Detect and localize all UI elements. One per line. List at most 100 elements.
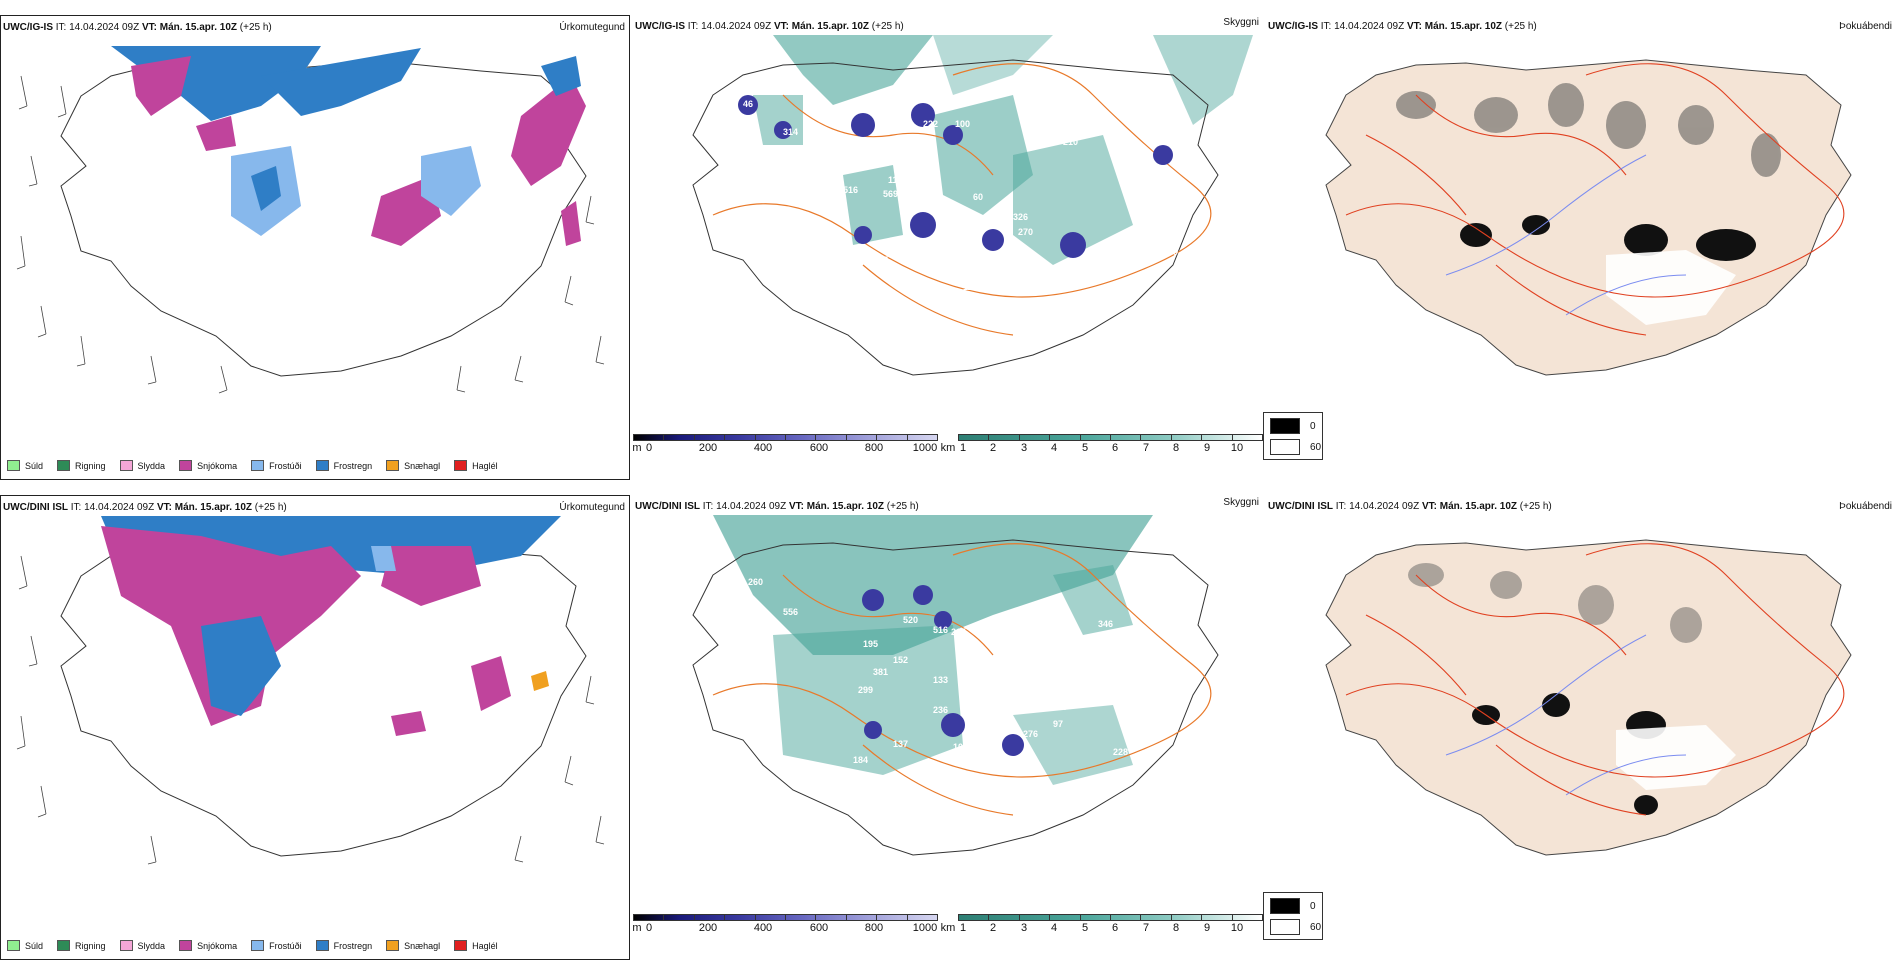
legend-item-slydda: Slydda — [119, 940, 165, 951]
fog-map — [1325, 539, 1852, 856]
cloud-height-label: 381 — [873, 667, 888, 677]
legend-item-haglel: Haglél — [454, 940, 498, 951]
cloud-height-label: 516 — [933, 625, 948, 635]
legend-swatch — [315, 940, 329, 951]
legend-swatch — [179, 460, 193, 471]
cloud-height-label: 346 — [1098, 619, 1113, 629]
cloud-height-label: 415 — [983, 252, 998, 262]
cloud-height-label: 152 — [853, 279, 868, 289]
precip-panel-row2: UWC/DINI ISL IT: 14.04.2024 09Z VT: Mán.… — [0, 495, 630, 960]
legend-swatch — [454, 940, 468, 951]
legend-swatch — [251, 460, 265, 471]
visibility-scale-row1: km 1 2 3 4 5 6 7 8 9 10 — [941, 434, 1268, 456]
cloud-height-label: 330 — [848, 157, 863, 167]
fog-legend-row1: 0 60 — [1263, 412, 1323, 460]
cloud-height-label: 137 — [893, 739, 908, 749]
legend-swatch — [7, 940, 20, 951]
cloud-height-label: 214 — [1133, 755, 1148, 765]
fog-legend-swatch-low — [1270, 898, 1300, 914]
cloud-height-label: 215 — [951, 627, 966, 637]
cloud-map: 46 314 400 149 222 100 330 180 516 569 111 60 326 270… — [692, 35, 1253, 376]
height-scale-row2: m 0 200 400 600 800 1000 — [632, 914, 943, 936]
cloud-title: Skyggni — [1223, 497, 1259, 508]
cloud-height-label: 46 — [743, 99, 753, 109]
legend-item-rigning: Rigning — [57, 940, 106, 951]
legend-swatch — [315, 460, 329, 471]
precip-panel-row1: UWC/IG-IS IT: 14.04.2024 09Z VT: Mán. 15… — [0, 15, 630, 480]
cloud-height-label: 299 — [858, 685, 873, 695]
legend-swatch — [454, 460, 468, 471]
cloud-height-label: 85 — [918, 259, 928, 269]
fog-legend-swatch-high — [1270, 439, 1300, 455]
precip-header: UWC/IG-IS IT: 14.04.2024 09Z VT: Mán. 15… — [3, 22, 272, 33]
fog-title: Þokuábendi — [1839, 501, 1892, 512]
cloud-height-label: 556 — [783, 607, 798, 617]
legend-item-sudl: Súld — [7, 460, 43, 471]
height-scale-bar — [633, 914, 938, 921]
cloud-height-label: 276 — [1023, 729, 1038, 739]
visibility-scale-bar — [958, 914, 1263, 921]
cloud-header: UWC/IG-IS IT: 14.04.2024 09Z VT: Mán. 15… — [635, 21, 904, 32]
cloud-height-label: 127 — [873, 255, 888, 265]
cloud-height-label: 474 — [993, 252, 1008, 262]
legend-item-frostudi: Frostúði — [251, 460, 302, 471]
legend-item-snaehagl: Snæhagl — [386, 940, 440, 951]
cloud-height-label: 400 — [858, 139, 873, 149]
cloud-panel-row1: UWC/IG-IS IT: 14.04.2024 09Z VT: Mán. 15… — [633, 15, 1263, 480]
cloud-height-label: 95 — [1013, 759, 1023, 769]
legend-swatch — [7, 460, 20, 471]
precip-legend: Súld Rigning Slydda Snjókoma Frostúði Fr… — [7, 460, 498, 471]
legend-swatch — [251, 940, 265, 951]
legend-swatch — [119, 940, 133, 951]
precip-header: UWC/DINI ISL IT: 14.04.2024 09Z VT: Mán.… — [3, 502, 287, 513]
precip-map — [16, 46, 605, 394]
cloud-height-label: 222 — [923, 119, 938, 129]
cloud-height-label: 210 — [1063, 137, 1078, 147]
legend-item-haglel: Haglél — [454, 460, 498, 471]
legend-swatch — [386, 460, 400, 471]
legend-item-frostregn: Frostregn — [315, 940, 372, 951]
cloud-height-label: 109 — [953, 742, 968, 752]
cloud-height-label: 569 — [883, 189, 898, 199]
legend-item-frostudi: Frostúði — [251, 940, 302, 951]
legend-item-snaehagl: Snæhagl — [386, 460, 440, 471]
cloud-height-label: 516 — [843, 185, 858, 195]
legend-swatch — [119, 460, 133, 471]
precip-map — [16, 516, 605, 865]
visibility-scale-bar — [958, 434, 1263, 441]
fog-map — [1325, 59, 1852, 376]
fog-legend-swatch-low — [1270, 418, 1300, 434]
cloud-height-label: 314 — [783, 127, 798, 137]
legend-swatch — [57, 460, 71, 471]
cloud-height-label: 236 — [933, 705, 948, 715]
cloud-height-label: 60 — [973, 192, 983, 202]
cloud-height-label: 111 — [888, 175, 902, 185]
cloud-height-label: 270 — [1018, 227, 1033, 237]
cloud-height-label: 149 — [973, 625, 988, 635]
cloud-height-label: 228 — [1113, 747, 1128, 757]
cloud-height-label: 287 — [1053, 702, 1068, 712]
cloud-height-label: 633 — [978, 665, 993, 675]
cloud-height-label: 110 — [1133, 147, 1148, 157]
cloud-height-label: 441 — [1043, 599, 1058, 609]
cloud-height-label: 133 — [933, 675, 948, 685]
legend-item-snjokoma: Snjókoma — [179, 940, 237, 951]
cloud-height-label: 289 — [1163, 247, 1178, 257]
fog-panel-row2: UWC/DINI ISL IT: 14.04.2024 09Z VT: Mán.… — [1266, 495, 1896, 960]
height-scale-row1: m 0 200 400 600 800 1000 — [632, 434, 943, 456]
fog-header: UWC/IG-IS IT: 14.04.2024 09Z VT: Mán. 15… — [1268, 21, 1537, 32]
fog-legend-row2: 0 60 — [1263, 892, 1323, 940]
fog-header: UWC/DINI ISL IT: 14.04.2024 09Z VT: Mán.… — [1268, 501, 1552, 512]
cloud-height-label: 260 — [748, 577, 763, 587]
legend-swatch — [57, 940, 71, 951]
legend-swatch — [179, 940, 193, 951]
precip-title: Úrkomutegund — [559, 502, 625, 513]
cloud-height-label: 180 — [895, 169, 910, 179]
cloud-title: Skyggni — [1223, 17, 1259, 28]
cloud-height-label: 97 — [1053, 719, 1063, 729]
cloud-height-label: 520 — [903, 615, 918, 625]
cloud-height-label: 213 — [1013, 284, 1028, 294]
legend-item-frostregn: Frostregn — [315, 460, 372, 471]
visibility-scale-row2: km 1 2 3 4 5 6 7 8 9 10 — [941, 914, 1268, 936]
cloud-height-label: 326 — [1013, 212, 1028, 222]
